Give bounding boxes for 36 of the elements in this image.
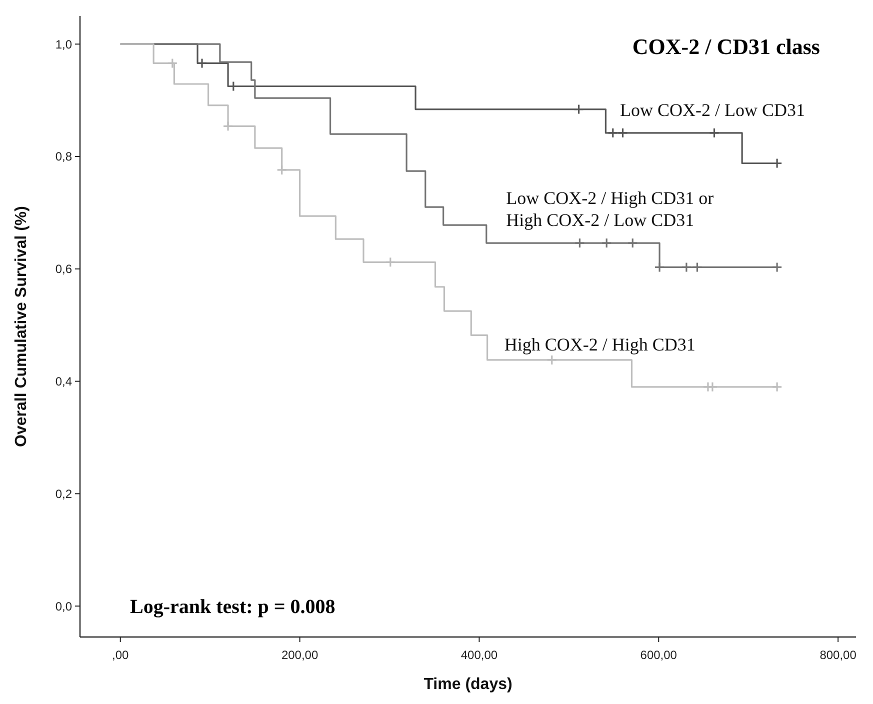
point <box>617 128 628 138</box>
point <box>546 354 558 366</box>
y-tick-label: 0,6 <box>55 262 72 276</box>
point <box>681 262 692 273</box>
point <box>608 128 618 138</box>
point <box>574 238 585 248</box>
point <box>601 238 612 248</box>
y-tick-label: 0,2 <box>55 486 72 501</box>
y-tick-label: 1,0 <box>55 37 72 52</box>
y-tick-label: 0,8 <box>55 150 72 164</box>
point <box>167 58 178 69</box>
x-tick-label: 200,00 <box>281 648 318 662</box>
x-tick-label: 800,00 <box>820 648 857 662</box>
y-tick-label: 0,0 <box>55 599 72 614</box>
point <box>772 262 782 273</box>
point <box>654 262 665 273</box>
x-tick-label: 600,00 <box>640 648 678 662</box>
y-axis-title: Overall Cumulative Survival (%) <box>13 206 30 447</box>
series-label: Low COX-2 / High CD31 or High COX-2 / Low CD31 <box>506 188 714 230</box>
x-axis-title: Time (days) <box>424 676 512 693</box>
point <box>573 104 584 115</box>
point <box>385 256 396 268</box>
series-label: Low COX-2 / Low CD31 <box>620 100 806 120</box>
point <box>708 128 720 138</box>
point <box>222 120 234 132</box>
point <box>276 164 288 176</box>
x-tick-label: ,00 <box>112 648 130 662</box>
y-tick-label: 0,4 <box>55 374 72 388</box>
annotation: Log-rank test: p = 0.008 <box>130 596 336 618</box>
series-label: High COX-2 / High CD31 <box>504 334 696 354</box>
text: COX-2 / CD31 class <box>632 34 820 59</box>
point <box>627 238 638 248</box>
point <box>692 262 703 273</box>
x-tick-label: 400,00 <box>460 648 498 662</box>
point <box>196 58 208 69</box>
point <box>772 382 782 392</box>
